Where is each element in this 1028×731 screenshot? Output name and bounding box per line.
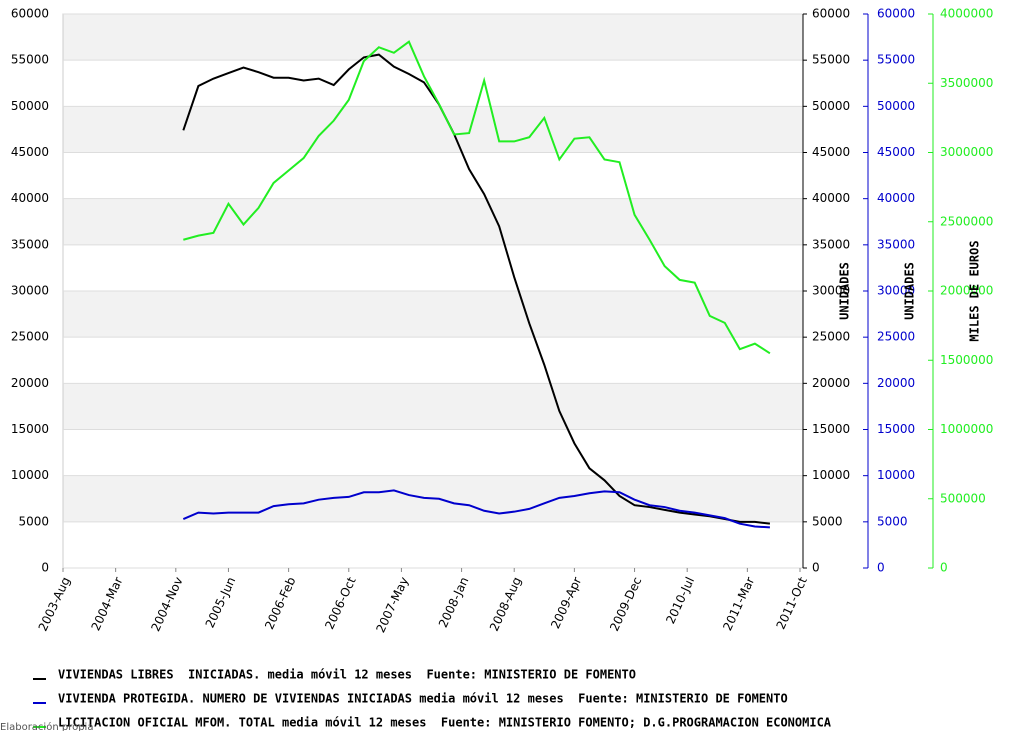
x-tick-label: 2006-Feb <box>262 575 298 632</box>
y3-tick-label: 4000000 <box>940 7 993 21</box>
y2-tick-label: 5000 <box>877 514 908 528</box>
y-tick-label: 60000 <box>11 7 49 21</box>
y-tick-label-right: 10000 <box>812 468 850 482</box>
y-tick-label: 5000 <box>18 514 49 528</box>
source-note: Elaboración propia <box>0 721 93 731</box>
series-line <box>183 40 771 355</box>
y-tick-label: 15000 <box>11 422 49 436</box>
y-tick-label-right: 60000 <box>812 7 850 21</box>
y-tick-label: 10000 <box>11 468 49 482</box>
y-tick-label: 45000 <box>11 145 49 159</box>
legend-label: VIVIENDA PROTEGIDA. NUMERO DE VIVIENDAS … <box>58 692 788 706</box>
x-tick-label: 2008-Aug <box>487 575 524 634</box>
x-tick-label: 2010-Jul <box>663 575 697 626</box>
y2-tick-label: 20000 <box>877 376 915 390</box>
x-tick-label: 2007-May <box>373 575 411 635</box>
y-tick-label: 30000 <box>11 284 49 298</box>
y3-tick-label: 0 <box>940 561 948 575</box>
y2-tick-label: 25000 <box>877 330 915 344</box>
y2-tick-label: 45000 <box>877 145 915 159</box>
x-tick-label: 2006-Oct <box>322 575 358 632</box>
y2-tick-label: 60000 <box>877 7 915 21</box>
y3-tick-label: 500000 <box>940 491 986 505</box>
y-tick-label-right: 0 <box>812 561 820 575</box>
y-tick-label: 50000 <box>11 99 49 113</box>
legend-label: LICITACION OFICIAL MFOM. TOTAL media móv… <box>58 716 832 730</box>
x-tick-label: 2004-Mar <box>89 575 126 633</box>
y-tick-label-right: 5000 <box>812 514 843 528</box>
y-tick-label-right: 35000 <box>812 237 850 251</box>
y2-tick-label: 40000 <box>877 191 915 205</box>
grid-band <box>63 291 803 338</box>
y2-tick-label: 10000 <box>877 468 915 482</box>
y-axis-title: UNIDADES <box>838 262 852 320</box>
x-tick-label: 2004-Nov <box>148 575 185 634</box>
y-tick-label-right: 20000 <box>812 376 850 390</box>
grid-band <box>63 383 803 430</box>
grid-band <box>63 198 803 245</box>
y-tick-label: 55000 <box>11 53 49 67</box>
y2-tick-label: 0 <box>877 561 885 575</box>
y3-tick-label: 3500000 <box>940 76 993 90</box>
y3-axis-title: MILES DE EUROS <box>968 240 982 341</box>
y3-tick-label: 2500000 <box>940 214 993 228</box>
y2-axis-title: UNIDADES <box>903 262 917 320</box>
y3-tick-label: 3000000 <box>940 145 993 159</box>
series-line <box>182 489 770 529</box>
y3-tick-label: 2000000 <box>940 284 993 298</box>
y-tick-label-right: 25000 <box>812 330 850 344</box>
x-tick-label: 2008-Jan <box>436 575 472 630</box>
x-tick-label: 2011-Oct <box>774 575 810 632</box>
grid-band <box>63 14 803 61</box>
y-tick-label: 25000 <box>11 330 49 344</box>
y-tick-label-right: 15000 <box>812 422 850 436</box>
y2-tick-label: 35000 <box>877 237 915 251</box>
y2-tick-label: 50000 <box>877 99 915 113</box>
grid-band <box>63 106 803 153</box>
legend-label: VIVIENDAS LIBRES INICIADAS. media móvil … <box>58 668 636 682</box>
y3-tick-label: 1000000 <box>940 422 993 436</box>
y-tick-label-right: 30000 <box>812 284 850 298</box>
y-tick-label-right: 45000 <box>812 145 850 159</box>
y2-tick-label: 15000 <box>877 422 915 436</box>
y-tick-label: 0 <box>41 561 49 575</box>
x-tick-label: 2003-Aug <box>36 575 73 634</box>
x-tick-label: 2011-Mar <box>720 575 757 633</box>
y3-tick-label: 1500000 <box>940 353 993 367</box>
y-tick-label-right: 55000 <box>812 53 850 67</box>
x-tick-label: 2009-Apr <box>548 575 584 631</box>
y-tick-label: 20000 <box>11 376 49 390</box>
series-line <box>182 53 771 525</box>
y-tick-label-right: 50000 <box>812 99 850 113</box>
y-tick-label: 35000 <box>11 237 49 251</box>
y-tick-label-right: 40000 <box>812 191 850 205</box>
x-tick-label: 2005-Jun <box>203 575 239 630</box>
y2-tick-label: 30000 <box>877 284 915 298</box>
y2-tick-label: 55000 <box>877 53 915 67</box>
y-tick-label: 40000 <box>11 191 49 205</box>
x-tick-label: 2009-Dec <box>607 575 644 634</box>
